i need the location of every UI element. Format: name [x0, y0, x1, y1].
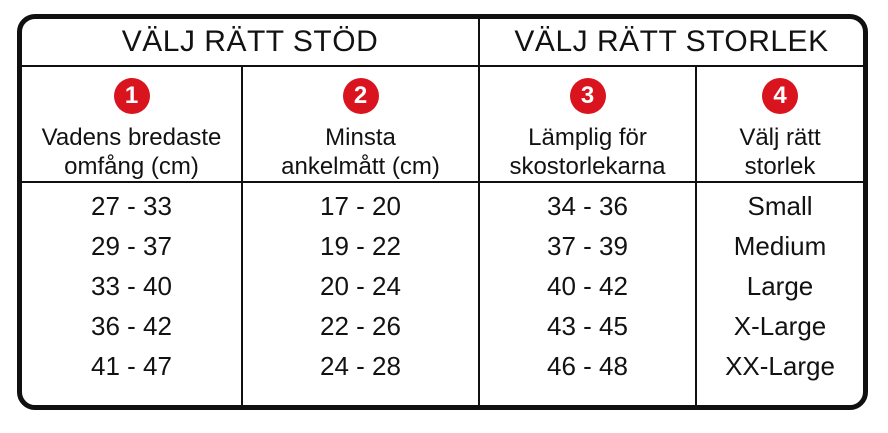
column-label-line: Lämplig för [528, 124, 647, 151]
column-header-label: Lämplig för skostorlekarna [509, 123, 665, 181]
table-cell: 46 - 48 [547, 351, 628, 381]
section-title-support: VÄLJ RÄTT STÖD [22, 19, 480, 67]
column-label-line: omfång (cm) [64, 153, 199, 180]
column-label-line: ankelmått (cm) [281, 153, 440, 180]
table-cell: 43 - 45 [547, 311, 628, 341]
column-label-line: storlek [744, 153, 816, 180]
table-cell: 27 - 33 [91, 191, 172, 221]
column-header-ankle: 2 Minsta ankelmått (cm) [243, 67, 480, 183]
table-cell: 29 - 37 [91, 231, 172, 261]
step-4-badge: 4 [762, 78, 798, 114]
table-cell: 22 - 26 [320, 311, 401, 341]
table-cell: 33 - 40 [91, 271, 172, 301]
table-cell: 20 - 24 [320, 271, 401, 301]
table-cell: 37 - 39 [547, 231, 628, 261]
table-cell: X-Large [733, 311, 827, 341]
table-cell: Small [747, 191, 813, 221]
section-title-size: VÄLJ RÄTT STORLEK [480, 19, 863, 67]
column-label-line: Minsta [325, 124, 396, 151]
data-column-shoe-size: 34 - 36 37 - 39 40 - 42 43 - 45 46 - 48 [480, 183, 697, 405]
step-1-badge: 1 [113, 78, 150, 114]
column-header-label: Minsta ankelmått (cm) [281, 123, 440, 181]
column-label-line: Vadens bredaste [41, 124, 222, 151]
column-header-label: Välj rätt storlek [739, 123, 820, 181]
table-cell: Large [746, 271, 814, 301]
data-column-calf: 27 - 33 29 - 37 33 - 40 36 - 42 41 - 47 [22, 183, 243, 405]
column-label-line: skostorlekarna [509, 153, 666, 180]
table-cell: 36 - 42 [91, 311, 172, 341]
column-header-size: 4 Välj rätt storlek [697, 67, 863, 183]
column-header-calf: 1 Vadens bredaste omfång (cm) [22, 67, 243, 183]
table-cell: 19 - 22 [320, 231, 401, 261]
step-2-badge: 2 [342, 78, 379, 114]
table-cell: 24 - 28 [320, 351, 401, 381]
column-label-line: Välj rätt [739, 124, 821, 151]
table-cell: 40 - 42 [547, 271, 628, 301]
step-3-badge: 3 [569, 78, 606, 114]
data-column-size: Small Medium Large X-Large XX-Large [697, 183, 863, 405]
size-chart-table: VÄLJ RÄTT STÖD VÄLJ RÄTT STORLEK 1 Vaden… [17, 14, 868, 410]
column-header-shoe-size: 3 Lämplig för skostorlekarna [480, 67, 697, 183]
table-cell: XX-Large [725, 351, 835, 381]
table-cell: 17 - 20 [320, 191, 401, 221]
column-header-label: Vadens bredaste omfång (cm) [42, 123, 222, 181]
data-column-ankle: 17 - 20 19 - 22 20 - 24 22 - 26 24 - 28 [243, 183, 480, 405]
table-cell: 34 - 36 [547, 191, 628, 221]
table-cell: 41 - 47 [91, 351, 172, 381]
table-cell: Medium [733, 231, 827, 261]
